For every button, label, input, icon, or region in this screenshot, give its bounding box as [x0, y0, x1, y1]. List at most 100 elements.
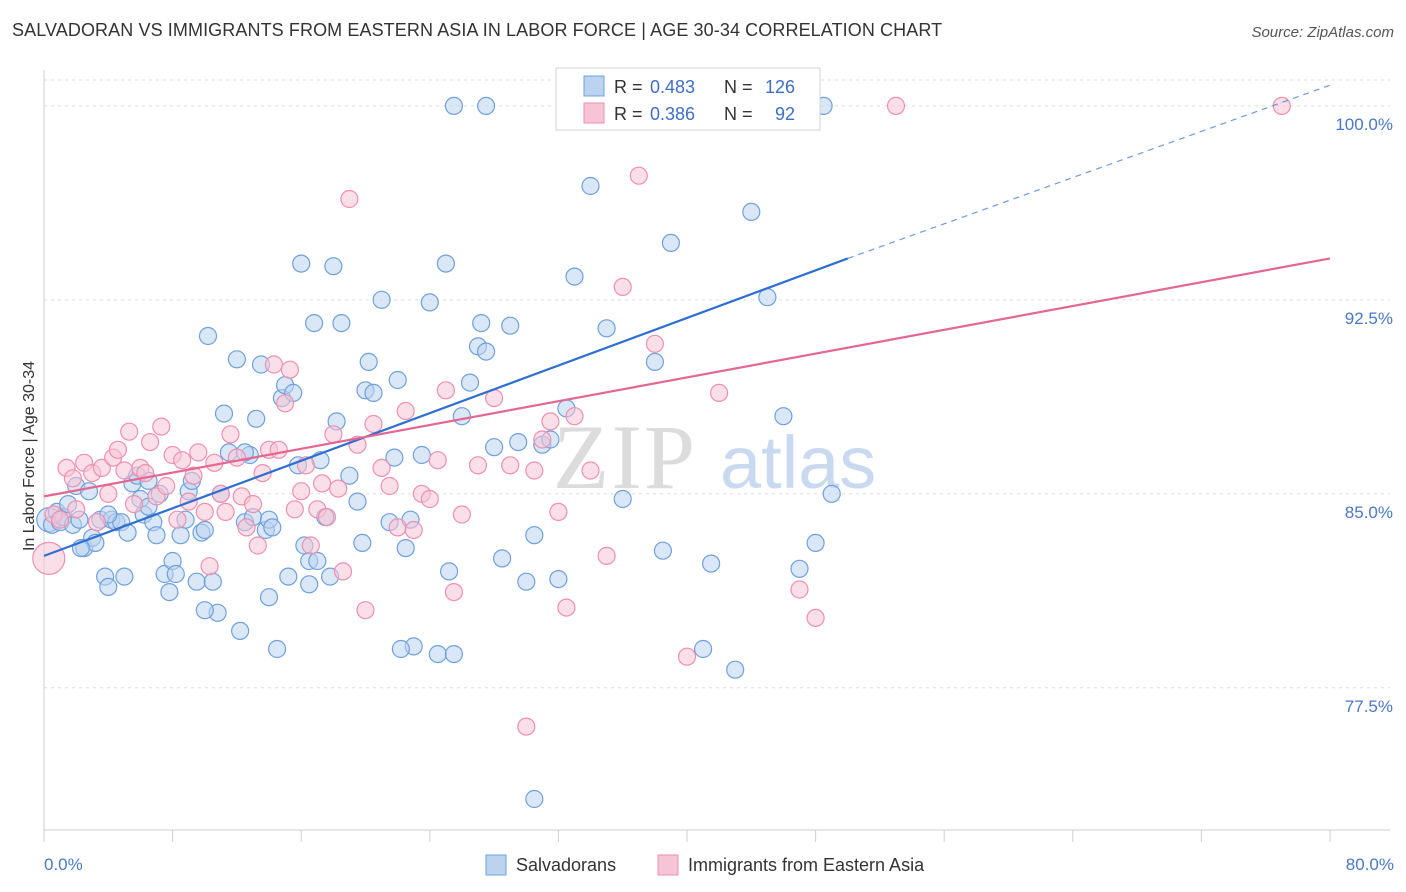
point-eastern-asia-66: [428, 451, 447, 470]
point-salvadoran-65: [305, 314, 324, 333]
point-salvadoran-40: [198, 326, 218, 346]
x-ticks: [43, 830, 1331, 842]
legend-r-label-2: R =: [614, 104, 643, 124]
point-eastern-asia-69: [452, 505, 471, 524]
point-salvadoran-119: [790, 559, 809, 578]
point-eastern-asia-46: [292, 482, 311, 501]
point-eastern-asia-20: [152, 417, 171, 436]
point-eastern-asia-89: [806, 608, 825, 628]
point-eastern-asia-44: [280, 360, 299, 379]
point-salvadoran-122: [444, 96, 463, 116]
point-eastern-asia-60: [380, 476, 399, 496]
point-salvadoran-132: [300, 575, 319, 594]
point-eastern-asia-23: [168, 510, 187, 529]
point-eastern-asia-27: [189, 443, 208, 462]
legend-n-label-1: N =: [724, 77, 753, 97]
point-eastern-asia-79: [565, 407, 584, 426]
point-salvadoran-80: [388, 370, 407, 390]
point-salvadoran-84: [412, 445, 431, 465]
legend-r-value-1: 0.483: [650, 77, 695, 97]
point-eastern-asia-4: [63, 469, 83, 488]
point-eastern-asia-33: [221, 425, 240, 444]
gridlines: [44, 79, 1390, 689]
point-salvadoran-32: [166, 564, 185, 584]
point-eastern-asia-41: [264, 355, 283, 374]
point-eastern-asia-81: [597, 546, 616, 566]
point-eastern-asia-9: [92, 458, 112, 477]
axes: [43, 70, 1390, 831]
point-eastern-asia-12: [108, 440, 128, 459]
point-eastern-asia-45: [285, 500, 304, 519]
point-salvadoran-70: [324, 257, 343, 276]
point-eastern-asia-58: [364, 414, 383, 434]
point-eastern-asia-5: [67, 500, 86, 519]
point-eastern-asia-50: [313, 474, 332, 493]
point-eastern-asia-90: [886, 96, 906, 116]
point-eastern-asia-67: [436, 381, 455, 400]
point-eastern-asia-10: [99, 484, 118, 503]
point-salvadoran-115: [726, 660, 745, 679]
watermark-atlas: atlas: [720, 421, 876, 504]
point-salvadoran-120: [806, 533, 825, 553]
legend-n-label-2: N =: [724, 104, 753, 124]
point-eastern-asia-32: [216, 502, 235, 521]
point-salvadoran-55: [263, 518, 282, 537]
point-salvadoran-44: [214, 404, 234, 423]
y-tick-label-3: 77.5%: [1345, 697, 1393, 716]
legend-bottom-swatch-eastern-asia: [657, 854, 679, 876]
chart-title: SALVADORAN VS IMMIGRANTS FROM EASTERN AS…: [12, 20, 943, 40]
point-salvadoran-27: [147, 526, 166, 545]
point-salvadoran-111: [661, 233, 681, 252]
point-eastern-asia-51: [317, 507, 336, 527]
point-eastern-asia-36: [237, 518, 256, 537]
point-eastern-asia-52: [324, 425, 343, 444]
point-eastern-asia-84: [645, 334, 665, 353]
point-salvadoran-37: [187, 572, 206, 591]
point-salvadoran-97: [501, 316, 520, 335]
point-eastern-asia-88: [790, 580, 809, 599]
point-eastern-asia-37: [243, 495, 263, 514]
point-salvadoran-56: [268, 639, 287, 659]
point-salvadoran-15: [99, 577, 118, 597]
point-salvadoran-93: [472, 314, 491, 333]
point-salvadoran-10: [79, 482, 99, 501]
point-eastern-asia-57: [356, 601, 375, 620]
point-eastern-asia-15: [124, 495, 144, 514]
legend-swatch-salvadorans: [583, 75, 605, 97]
point-salvadoran-91: [460, 373, 480, 392]
trend-lines: [43, 84, 1331, 557]
point-eastern-asia-74: [525, 461, 544, 480]
point-salvadoran-107: [597, 319, 616, 338]
point-salvadoran-90: [452, 407, 471, 426]
point-salvadoran-116: [742, 202, 761, 221]
point-salvadoran-99: [517, 572, 536, 591]
point-eastern-asia-55: [340, 189, 359, 209]
point-salvadoran-46: [227, 350, 246, 369]
stats-legend: R = 0.483 N = 126 R = 0.386 N = 92: [555, 67, 821, 131]
legend-n-value-2: 92: [775, 104, 795, 124]
y-tick-label-0: 100.0%: [1335, 115, 1393, 134]
point-eastern-asia-83: [629, 166, 648, 185]
point-eastern-asia-68: [444, 582, 463, 602]
point-salvadoran-19: [115, 567, 134, 586]
y-axis-title: In Labor Force | Age 30-34: [21, 361, 38, 551]
point-salvadoran-77: [364, 383, 383, 402]
point-salvadoran-110: [653, 541, 673, 560]
point-eastern-asia-70: [468, 456, 488, 475]
point-salvadoran-81: [396, 538, 415, 558]
y-tick-label-2: 85.0%: [1345, 503, 1393, 522]
y-tick-label-1: 92.5%: [1345, 309, 1393, 328]
point-salvadoran-96: [493, 549, 512, 568]
point-salvadoran-72: [332, 314, 351, 333]
point-salvadoran-103: [549, 569, 568, 589]
point-salvadoran-135: [195, 601, 214, 620]
source-credit: Source: ZipAtlas.com: [1251, 24, 1394, 41]
point-salvadoran-74: [348, 492, 367, 511]
point-eastern-asia-65: [420, 489, 439, 509]
x-tick-label-max: 80.0%: [1346, 855, 1394, 874]
series-legend: Salvadorans Immigrants from Eastern Asia: [485, 854, 925, 876]
point-salvadoran-112: [693, 639, 713, 659]
point-salvadoran-125: [525, 789, 544, 809]
legend-swatch-eastern-asia: [583, 102, 605, 124]
